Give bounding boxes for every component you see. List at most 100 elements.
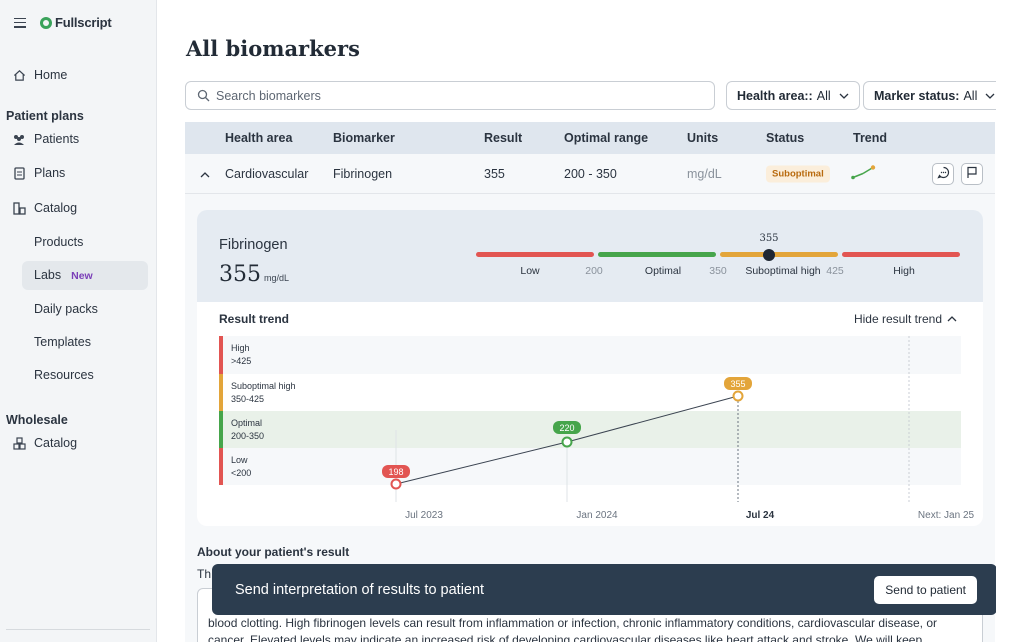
section-heading-wholesale: Wholesale [6, 413, 68, 427]
scrollbar[interactable] [996, 0, 1024, 642]
range-segment-high [842, 252, 960, 257]
section-heading-patient-plans: Patient plans [6, 109, 84, 123]
range-segment-optimal [598, 252, 716, 257]
trend-title: Result trend [219, 312, 290, 326]
band-name: Optimal [231, 418, 263, 428]
flag-button[interactable] [961, 163, 983, 185]
health-area-filter[interactable]: Health area:: All [726, 81, 860, 110]
filter-label: Health area:: [737, 88, 813, 103]
about-text-line: cancer. Elevated levels may indicate an … [208, 633, 923, 642]
range-marker [763, 249, 775, 261]
point-label-bg [382, 465, 410, 478]
search-input[interactable]: Search biomarkers [185, 81, 715, 110]
trend-chart: 198 220 355 Jul 2023 Jan 2024 Jul 24 Nex… [382, 336, 975, 520]
toast-message: Send interpretation of results to patien… [235, 581, 485, 598]
search-placeholder: Search biomarkers [216, 88, 321, 103]
trend-point[interactable] [561, 436, 573, 448]
marker-status-filter[interactable]: Marker status: All [863, 81, 1007, 110]
brand-name: Fullscript [55, 15, 112, 30]
biomarker-card: Fibrinogen 355 mg/dL 355 Low 200 Optimal … [197, 210, 983, 526]
collapse-row-icon[interactable] [200, 167, 210, 181]
sidebar-item-daily-packs[interactable]: Daily packs [34, 302, 98, 316]
menu-icon[interactable] [14, 17, 26, 28]
trend-band-high: High >425 [219, 336, 961, 374]
column-header[interactable]: Trend [853, 131, 888, 145]
sidebar-item-products[interactable]: Products [34, 235, 84, 249]
point-label-bg [553, 421, 581, 434]
comment-button[interactable] [932, 163, 954, 185]
cell-optimal-range: 200 - 350 [564, 166, 617, 181]
chevron-up-icon [947, 316, 957, 322]
page-title: All biomarkers [186, 36, 360, 61]
cell-result: 355 [484, 166, 505, 181]
point-label: 198 [388, 467, 403, 477]
document-icon [12, 166, 26, 180]
active-item-highlight [22, 261, 148, 290]
logo[interactable]: Fullscript [40, 15, 112, 30]
column-header[interactable]: Biomarker [333, 131, 395, 145]
send-to-patient-button[interactable]: Send to patient [874, 575, 977, 604]
home-icon [12, 68, 26, 82]
search-icon [197, 89, 210, 102]
column-header[interactable]: Units [687, 131, 719, 145]
range-threshold: 350 [709, 265, 727, 277]
trend-point[interactable] [732, 390, 744, 402]
trend-point[interactable] [390, 478, 402, 490]
sidebar-item-resources[interactable]: Resources [34, 368, 94, 382]
band-color [219, 374, 223, 411]
sidebar-item-label: Catalog [34, 436, 78, 450]
range-label: High [893, 265, 915, 277]
column-header[interactable]: Result [484, 131, 523, 145]
sidebar-item-patients[interactable]: Patients [12, 132, 79, 146]
users-icon [12, 132, 26, 146]
range-threshold: 200 [585, 265, 603, 277]
point-label-bg [724, 377, 752, 390]
cell-health-area: Cardiovascular [225, 166, 309, 181]
column-header[interactable]: Health area [225, 131, 293, 145]
sidebar-item-home[interactable]: Home [12, 68, 67, 82]
band-range: <200 [231, 468, 252, 478]
cell-biomarker: Fibrinogen [333, 166, 393, 181]
about-text-line: blood clotting. High fibrinogen levels c… [208, 616, 938, 630]
flag-icon [966, 166, 978, 182]
column-header[interactable]: Optimal range [564, 131, 649, 145]
sidebar-item-plans[interactable]: Plans [12, 166, 65, 180]
sidebar-item-label: Plans [34, 166, 66, 180]
x-tick-label: Jul 2023 [405, 510, 443, 520]
biomarker-name: Fibrinogen [219, 237, 288, 253]
hide-trend-button[interactable]: Hide result trend [854, 312, 957, 326]
band-label: Low <200 [231, 454, 251, 480]
x-tick-label-current: Jul 24 [746, 510, 775, 520]
sidebar-item-templates[interactable]: Templates [34, 335, 91, 349]
status-badge: Suboptimal [766, 165, 830, 182]
point-label: 220 [559, 423, 574, 433]
sidebar-item-wholesale-catalog[interactable]: Catalog [12, 436, 77, 450]
sidebar-item-catalog[interactable]: Catalog [12, 201, 77, 215]
band-label: Suboptimal high 350-425 [231, 380, 296, 406]
table-row[interactable]: Cardiovascular Fibrinogen 355 200 - 350 … [185, 154, 995, 194]
band-range: >425 [231, 356, 252, 366]
biomarker-value: 355 mg/dL [219, 262, 289, 287]
value-unit: mg/dL [264, 273, 290, 283]
comment-icon [936, 166, 950, 182]
new-badge: New [71, 270, 93, 282]
band-name: Low [231, 455, 248, 465]
table-header: Health area Biomarker Result Optimal ran… [185, 122, 995, 154]
cell-units: mg/dL [687, 166, 722, 181]
range-label: Low [520, 265, 540, 277]
point-label: 355 [730, 379, 745, 389]
main-content: All biomarkers Search biomarkers Health … [157, 0, 1024, 642]
range-label: Optimal [644, 265, 682, 277]
send-interpretation-toast: Send interpretation of results to patien… [212, 564, 997, 615]
hide-trend-label: Hide result trend [853, 312, 942, 326]
band-color [219, 448, 223, 485]
value-number: 355 [219, 262, 261, 287]
filter-value: All [963, 88, 978, 103]
range-segment-suboptimal-high [720, 252, 838, 257]
sidebar-item-labs[interactable]: Labs New [34, 268, 93, 282]
column-header[interactable]: Status [766, 131, 805, 145]
sidebar: Fullscript Home Patient plans Patients P… [0, 0, 157, 642]
filter-label: Marker status: [874, 88, 960, 103]
about-text-start: Th [197, 567, 212, 581]
band-color [219, 411, 223, 448]
